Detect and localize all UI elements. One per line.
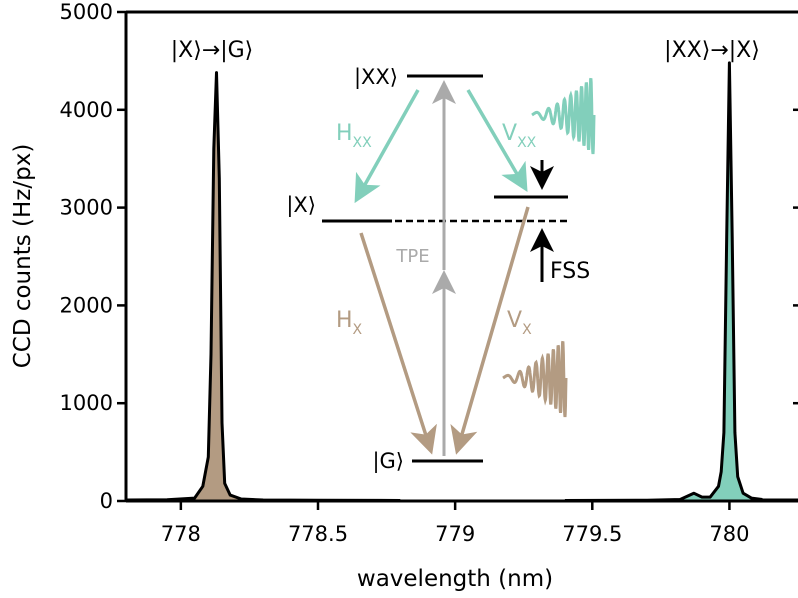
vxx-arrow [466, 89, 528, 193]
vx-arrow [450, 206, 530, 455]
x-tick-label: 779 [435, 522, 475, 546]
x-tick-label: 778 [161, 522, 201, 546]
tpe-label-bg [388, 241, 438, 267]
x-ticks: 778 778.5 779 779.5 780 [161, 501, 749, 546]
series-area-1 [564, 62, 798, 502]
peak-label-x-to-g: |X⟩→|G⟩ [171, 38, 254, 63]
wave-packet-tan [502, 340, 568, 418]
level-x-label: |X⟩ [286, 193, 316, 218]
peak-label-xx-to-x: |XX⟩→|X⟩ [664, 38, 760, 63]
series-line-1 [564, 61, 798, 502]
y-tick-label: 5000 [60, 0, 113, 24]
y-tick-label: 0 [100, 489, 113, 513]
hx-label: HX [336, 308, 363, 338]
x-axis-title: wavelength (nm) [357, 566, 553, 592]
vx-label: VX [507, 308, 532, 338]
axes [124, 10, 798, 503]
energy-level-diagram: |XX⟩ |X⟩ |G⟩ TPE HXX VXX HX VX FSS [286, 65, 596, 474]
fss-label: FSS [550, 259, 590, 284]
wave-packet-teal [531, 77, 596, 155]
x-tick-label: 778.5 [288, 522, 348, 546]
tpe-label: TPE [395, 246, 429, 267]
y-tick-label: 2000 [60, 293, 113, 317]
y-tick-label: 3000 [60, 196, 113, 220]
hx-arrow [359, 232, 437, 455]
level-xx-label: |XX⟩ [354, 65, 398, 90]
x-tick-label: 780 [709, 522, 749, 546]
vxx-label: VXX [502, 121, 537, 151]
level-g-label: |G⟩ [372, 449, 404, 474]
y-ticks: 0 1000 2000 3000 4000 5000 [60, 0, 126, 513]
y-tick-label: 4000 [60, 98, 113, 122]
y-tick-label: 1000 [60, 391, 113, 415]
hxx-label: HXX [336, 121, 372, 151]
hxx-arrow [354, 89, 420, 204]
x-tick-label: 779.5 [562, 522, 622, 546]
right-ticks [793, 10, 798, 405]
y-axis-title: CCD counts (Hz/px) [10, 144, 36, 369]
